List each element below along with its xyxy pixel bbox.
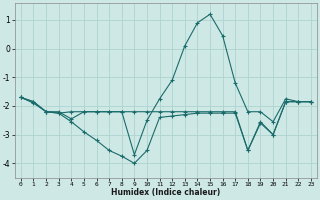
X-axis label: Humidex (Indice chaleur): Humidex (Indice chaleur) [111,188,220,197]
